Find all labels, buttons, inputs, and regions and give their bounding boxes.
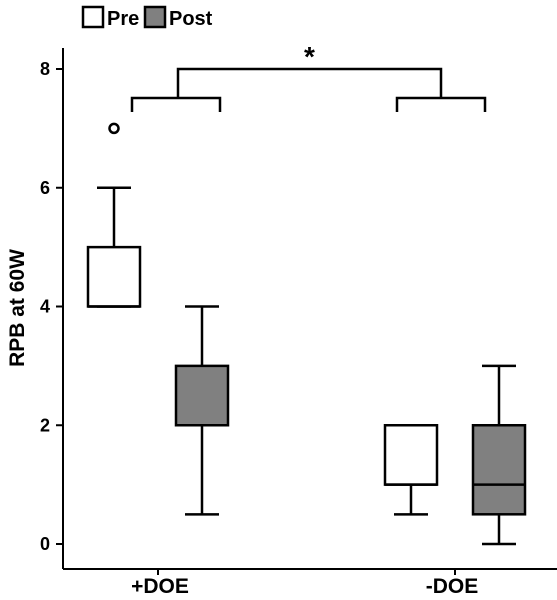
legend-label-pre: Pre — [107, 8, 139, 30]
box-iqr — [471, 424, 527, 516]
y-axis-label: RPB at 60W — [6, 249, 29, 367]
legend-swatch-pre — [81, 5, 105, 29]
x-category-label: -DOE — [426, 575, 479, 598]
box-post-plus-doe — [174, 305, 230, 516]
x-category-label: +DOE — [131, 575, 189, 598]
boxes — [86, 122, 527, 546]
axes — [62, 48, 557, 570]
box-iqr — [383, 424, 439, 486]
y-tick-label: 0 — [40, 534, 50, 554]
box-iqr — [174, 364, 230, 427]
legend-label-post: Post — [169, 8, 213, 30]
box-post-minus-doe — [471, 364, 527, 546]
outlier-point — [108, 122, 120, 135]
legend: Pre Post — [81, 5, 213, 30]
box-pre-plus-doe — [86, 122, 142, 308]
box-pre-minus-doe — [383, 424, 439, 516]
y-tick-label: 8 — [40, 59, 50, 79]
y-tick-label: 2 — [40, 415, 50, 435]
x-category-labels: +DOE -DOE — [131, 569, 478, 598]
legend-swatch-post — [143, 5, 167, 29]
significance-bracket: * — [130, 41, 487, 112]
significance-bracket-lines — [130, 67, 487, 112]
significance-star: * — [304, 41, 315, 72]
box-iqr — [86, 245, 142, 308]
y-tick-label: 4 — [40, 297, 50, 317]
y-ticks: 0 2 4 6 8 — [40, 59, 63, 554]
y-tick-label: 6 — [40, 178, 50, 198]
